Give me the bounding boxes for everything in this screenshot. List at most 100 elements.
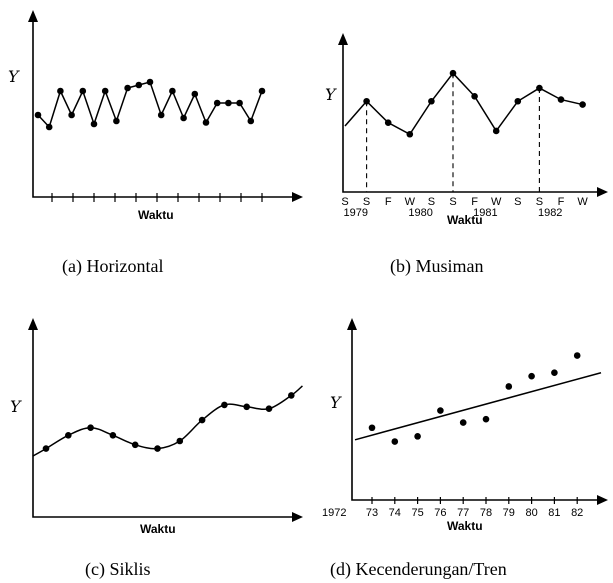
panel-d-x-arrow xyxy=(597,495,608,505)
panel-a-data-point xyxy=(225,99,232,107)
panel-b-tick-label: W xyxy=(405,196,416,208)
panel-a-data-point xyxy=(113,117,120,125)
panel-c-points xyxy=(42,392,295,452)
panel-c-data-point xyxy=(265,405,273,413)
panel-b-tick-label: S xyxy=(449,196,456,208)
panel-b-tick-label: W xyxy=(491,196,502,208)
panel-d-tick-label: 77 xyxy=(457,507,469,519)
panel-a-data-point xyxy=(146,78,154,86)
panel-d-data-point xyxy=(391,438,399,445)
panel-b-tick-label: W xyxy=(577,196,588,208)
panel-d-tick-labels: 73 74 75 76 77 78 79 80 81 82 xyxy=(366,507,583,519)
panel-a-data-point xyxy=(34,111,42,119)
panel-b-data-point xyxy=(449,69,457,77)
panel-a-data-point xyxy=(57,87,64,95)
panel-d-data-point xyxy=(368,424,376,432)
panel-b-y-arrow xyxy=(338,33,348,45)
panel-c-data-point xyxy=(109,432,117,439)
panel-a-data-point xyxy=(101,87,109,95)
panel-a-ylabel: Y xyxy=(8,67,20,86)
panel-d-data-point xyxy=(528,372,535,380)
panel-d-y-arrow xyxy=(347,318,357,330)
panel-b-ylabel: Y xyxy=(325,85,337,104)
panel-a-caption: (a) Horizontal xyxy=(62,256,163,277)
panel-c-data-point xyxy=(243,403,250,411)
panel-a-data-point xyxy=(180,114,187,122)
panel-a-data-point xyxy=(135,81,143,89)
panel-d-trend-line xyxy=(354,371,602,441)
panel-b-year-label: 1981 xyxy=(473,207,497,219)
panel-a-data-point xyxy=(191,90,199,98)
panel-b-series-line xyxy=(344,72,583,136)
panel-c-data-point xyxy=(87,424,94,432)
panel-b-data-point xyxy=(384,119,392,126)
panel-d-data-point xyxy=(414,433,421,440)
panel-d-tick-label: 81 xyxy=(548,507,560,519)
panel-d-tick-label: 79 xyxy=(503,507,515,519)
panel-a-data-point xyxy=(169,87,176,95)
panel-b-tick-label: S xyxy=(536,196,543,208)
panel-a-axes xyxy=(32,15,298,198)
panel-d-tick-label: 73 xyxy=(366,507,378,519)
panel-b-data-point xyxy=(406,130,414,138)
panel-c-data-point xyxy=(198,416,206,424)
panel-b-tick-label: F xyxy=(385,196,392,208)
panel-a-points xyxy=(34,78,266,131)
panel-c-data-point xyxy=(221,401,228,409)
panel-b-axes xyxy=(342,40,602,193)
panel-d-tick-label: 78 xyxy=(480,507,492,519)
panel-b-year-label: 1980 xyxy=(408,207,432,219)
panel-b-tick-label: S xyxy=(363,196,370,208)
panel-b-data-point xyxy=(514,97,522,105)
panel-d-caption: (d) Kecenderungan/Tren xyxy=(330,559,507,580)
panel-b-x-arrow xyxy=(597,187,608,197)
panel-b-dashed-lines xyxy=(366,73,540,192)
panel-d-data-point xyxy=(573,352,581,359)
panel-a-data-point xyxy=(124,84,131,92)
panel-b-data-point xyxy=(536,84,543,92)
panel-c-xlabel: Waktu xyxy=(140,522,176,536)
panel-c-caption: (c) Siklis xyxy=(85,559,151,580)
panel-b-caption: (b) Musiman xyxy=(390,256,484,277)
panel-b-data-point xyxy=(492,127,500,135)
panel-d-data-point xyxy=(551,369,558,377)
panel-d-x-ticks xyxy=(371,497,578,504)
panel-c-axes xyxy=(32,325,298,518)
panel-d-ylabel: Y xyxy=(330,393,342,412)
panel-b-year-labels: 1979 1980 1981 1982 xyxy=(344,207,563,219)
panel-c-series-curve xyxy=(32,385,303,457)
panel-d-axes xyxy=(351,325,602,501)
panel-a-x-arrow xyxy=(292,192,303,202)
panel-d-data-point xyxy=(459,419,467,426)
panel-a-data-point xyxy=(45,123,53,131)
panel-d-tick-label: 80 xyxy=(525,507,537,519)
panel-d-tick-label: 76 xyxy=(434,507,446,519)
panel-b-xlabel: Waktu xyxy=(447,213,483,227)
panel-b-data-point xyxy=(428,97,435,105)
panel-a-data-point xyxy=(258,87,266,95)
panel-a-data-point xyxy=(79,87,87,95)
panel-a-data-point xyxy=(236,99,243,107)
panel-a-y-arrow xyxy=(28,10,38,22)
panel-c-data-point xyxy=(42,445,50,452)
panel-b-tick-label: S xyxy=(341,196,348,208)
panel-a-data-point xyxy=(247,117,255,125)
panel-c-data-point xyxy=(176,437,184,445)
panel-d-data-point xyxy=(505,383,513,390)
panel-c-ylabel: Y xyxy=(10,397,22,416)
panel-b-tick-label: F xyxy=(558,196,565,208)
panel-d-data-point xyxy=(482,415,490,423)
panel-a: Y Waktu (a) Horizontal xyxy=(8,10,303,277)
panel-b-year-label: 1979 xyxy=(344,207,368,219)
panel-d-tick-label: 74 xyxy=(389,507,401,519)
panel-a-data-point xyxy=(213,99,221,107)
panel-b-tick-label: S xyxy=(428,196,435,208)
panel-a-data-point xyxy=(202,119,210,126)
panel-c-y-arrow xyxy=(28,318,38,330)
panel-a-xlabel: Waktu xyxy=(138,208,174,222)
panel-c: Y Waktu (c) Siklis xyxy=(10,318,303,580)
panel-d-xlabel: Waktu xyxy=(447,519,483,533)
